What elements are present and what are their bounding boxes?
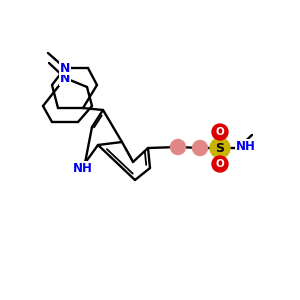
Text: O: O <box>216 159 224 169</box>
Circle shape <box>210 138 230 158</box>
Text: N: N <box>60 61 70 74</box>
Text: N: N <box>60 71 70 85</box>
Text: O: O <box>216 127 224 137</box>
Text: NH: NH <box>73 161 93 175</box>
Text: NH: NH <box>236 140 256 152</box>
Circle shape <box>193 140 208 155</box>
Circle shape <box>170 140 185 154</box>
Text: S: S <box>215 142 224 154</box>
Circle shape <box>212 124 228 140</box>
Circle shape <box>212 156 228 172</box>
